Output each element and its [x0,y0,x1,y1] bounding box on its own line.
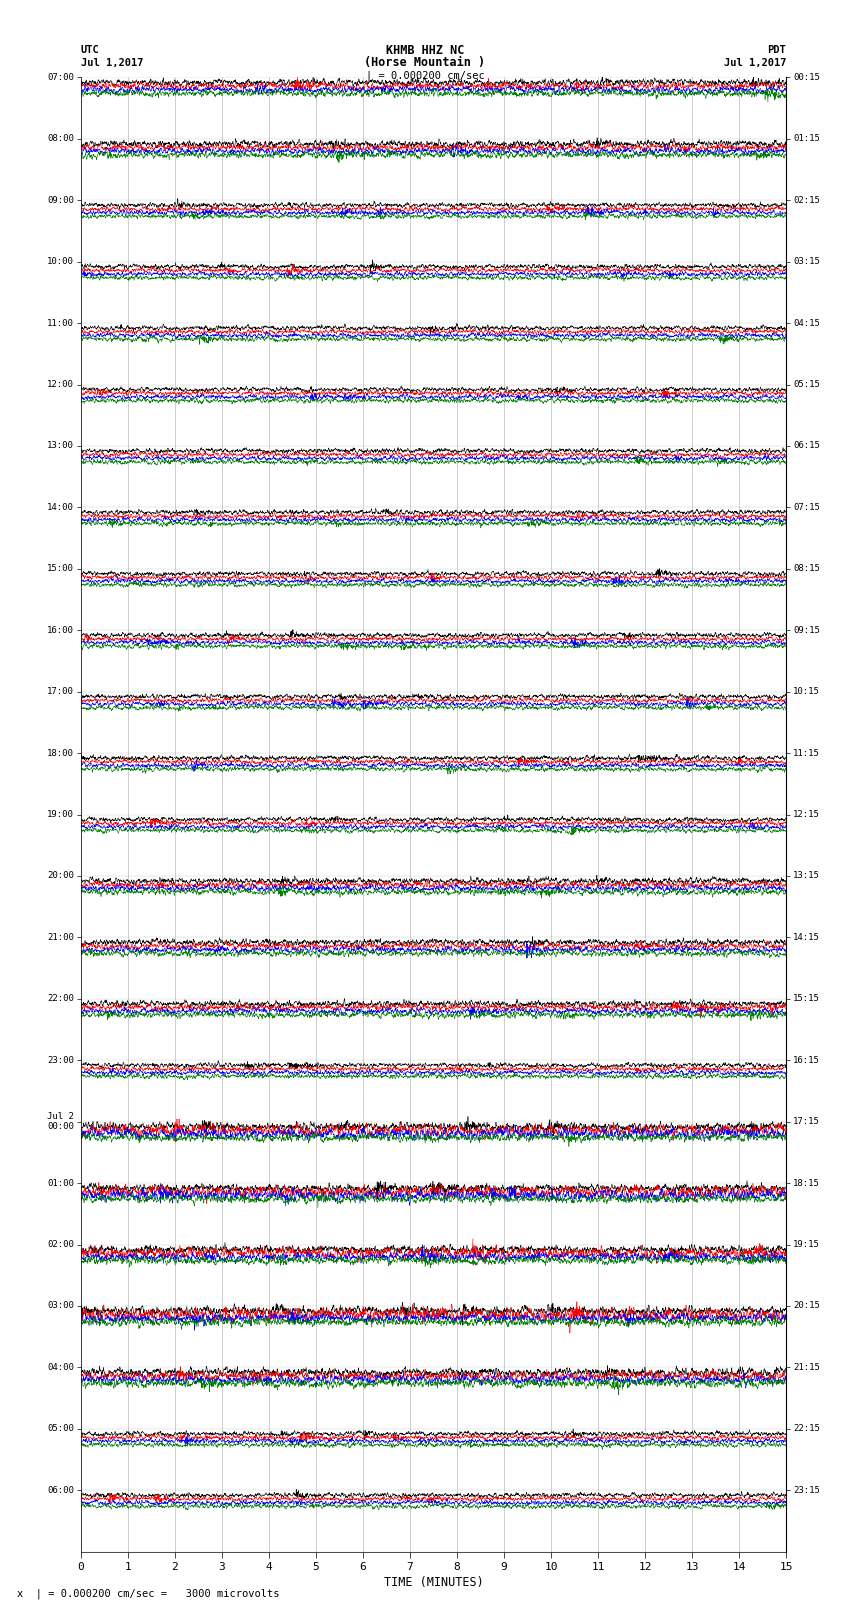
Text: PDT: PDT [768,45,786,55]
Text: Jul 1,2017: Jul 1,2017 [81,58,144,68]
Text: x  | = 0.000200 cm/sec =   3000 microvolts: x | = 0.000200 cm/sec = 3000 microvolts [17,1589,280,1598]
X-axis label: TIME (MINUTES): TIME (MINUTES) [383,1576,484,1589]
Text: UTC: UTC [81,45,99,55]
Text: KHMB HHZ NC: KHMB HHZ NC [386,44,464,56]
Text: | = 0.000200 cm/sec: | = 0.000200 cm/sec [366,71,484,81]
Text: Jul 1,2017: Jul 1,2017 [723,58,786,68]
Text: (Horse Mountain ): (Horse Mountain ) [365,56,485,69]
